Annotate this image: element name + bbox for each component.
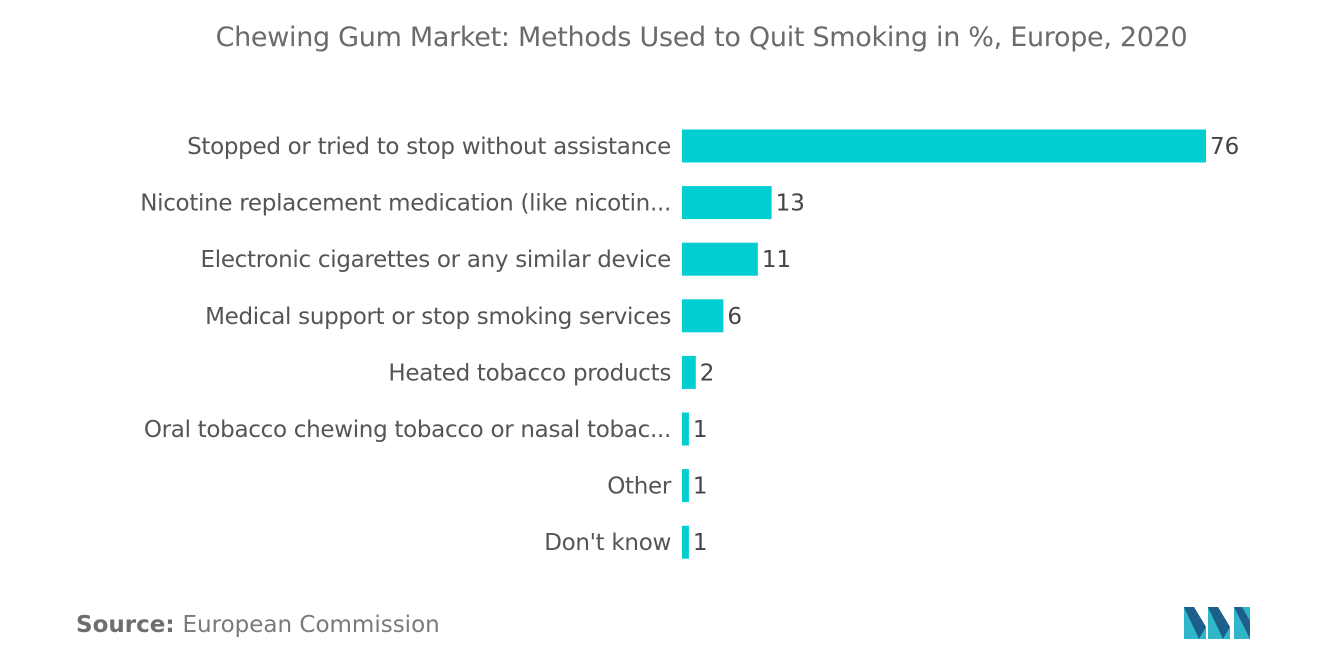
bar [682,129,1206,163]
bar [682,355,696,389]
value-label: 76 [1210,134,1239,160]
value-label: 6 [727,304,742,330]
value-label: 1 [693,530,708,556]
value-label: 2 [700,360,715,386]
category-label: Other [607,474,672,500]
bar [682,299,724,333]
source-text: European Commission [182,612,440,638]
bar [682,186,772,220]
bars-group: Stopped or tried to stop without assista… [140,129,1239,559]
mordor-intelligence-logo-icon [1184,607,1250,639]
category-label: Oral tobacco chewing tobacco or nasal to… [144,417,671,443]
bar [682,469,689,503]
category-label: Stopped or tried to stop without assista… [187,134,671,160]
source-note: Source: European Commission [76,612,440,638]
source-label: Source: [76,612,175,638]
category-label: Don't know [544,530,671,556]
bar [682,242,758,276]
category-label: Electronic cigarettes or any similar dev… [201,247,672,273]
chart-title: Chewing Gum Market: Methods Used to Quit… [215,22,1188,53]
value-label: 11 [762,247,791,273]
value-label: 13 [776,191,805,217]
category-label: Heated tobacco products [388,360,671,386]
category-label: Medical support or stop smoking services [205,304,671,330]
bar-chart: Stopped or tried to stop without assista… [140,129,1239,559]
bar [682,412,689,446]
value-label: 1 [693,417,708,443]
value-label: 1 [693,474,708,500]
category-label: Nicotine replacement medication (like ni… [140,191,671,217]
bar [682,525,689,559]
